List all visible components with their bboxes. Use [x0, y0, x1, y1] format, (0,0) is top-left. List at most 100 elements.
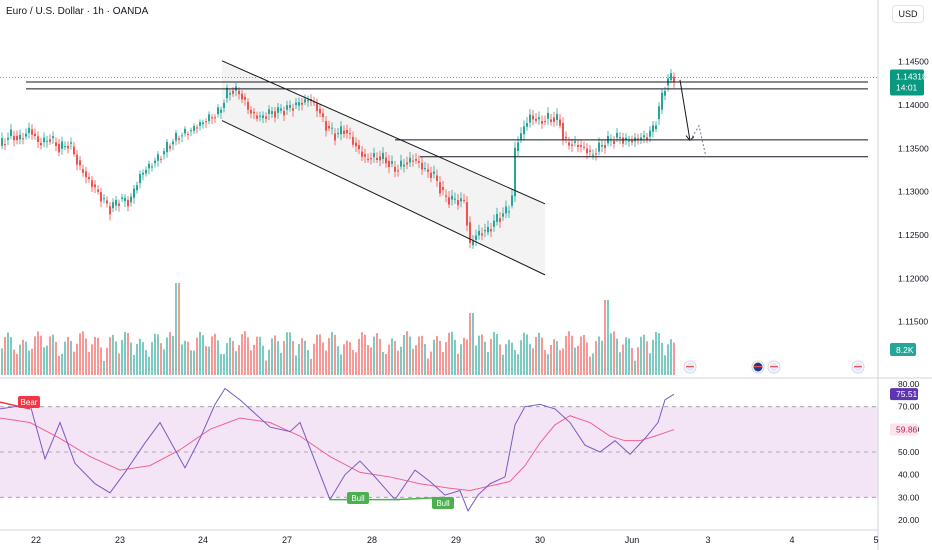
volume-badge	[890, 343, 916, 356]
candle-body	[313, 101, 315, 103]
flag-icon[interactable]	[751, 360, 765, 374]
candle-body	[502, 213, 504, 217]
candle-body	[541, 121, 543, 124]
volume-bar	[139, 338, 141, 375]
volume-bar	[178, 283, 180, 375]
candle-body	[439, 182, 441, 194]
candle-body	[391, 161, 393, 164]
volume-bar	[151, 342, 153, 375]
volume-bar	[382, 351, 384, 375]
volume-bar	[271, 338, 273, 375]
volume-bar	[646, 341, 648, 375]
candle-body	[79, 160, 81, 166]
candle-body	[262, 115, 264, 118]
flag-icon[interactable]	[683, 360, 697, 374]
volume-bar	[283, 340, 285, 375]
volume-bar	[583, 334, 585, 375]
candle-body	[64, 146, 66, 148]
volume-bar	[430, 351, 432, 375]
candle-body	[277, 107, 279, 113]
candle-body	[649, 130, 651, 137]
volume-bar	[73, 351, 75, 375]
candle-body	[334, 133, 336, 141]
candle-body	[619, 137, 621, 139]
volume-bar	[391, 338, 393, 375]
volume-bar	[268, 349, 270, 375]
candle-body	[283, 110, 285, 116]
candle-body	[622, 137, 624, 144]
candle-body	[103, 198, 105, 200]
volume-bar	[307, 350, 309, 375]
volume-bar	[619, 352, 621, 375]
volume-bar	[229, 337, 231, 375]
flag-icon[interactable]	[767, 360, 781, 374]
candle-body	[319, 108, 321, 114]
volume-bar	[577, 345, 579, 375]
candle-body	[304, 99, 306, 103]
volume-bar	[352, 350, 354, 375]
volume-bar	[325, 350, 327, 375]
candle-body	[526, 123, 528, 127]
volume-bar	[538, 332, 540, 375]
projection-arrow-solid	[679, 79, 691, 141]
candle-body	[640, 137, 642, 140]
currency-button[interactable]: USD	[892, 5, 924, 23]
candle-body	[298, 102, 300, 106]
candle-body	[250, 109, 252, 114]
volume-bar	[547, 354, 549, 375]
candle-body	[442, 187, 444, 190]
price-tick-label: 1.14000	[898, 100, 929, 110]
candle-body	[316, 103, 318, 112]
volume-bar	[346, 340, 348, 375]
candle-body	[292, 108, 294, 111]
volume-bar	[79, 333, 81, 375]
candle-body	[424, 167, 426, 169]
candle-body	[160, 158, 162, 160]
time-tick-label: 22	[31, 535, 41, 545]
price-tick-label: 1.11500	[898, 317, 928, 327]
price-tick-label: 1.13000	[898, 187, 929, 197]
candle-body	[493, 220, 495, 227]
volume-bar	[649, 353, 651, 375]
volume-bar	[19, 344, 21, 375]
volume-bar	[628, 338, 630, 375]
candle-body	[181, 135, 183, 137]
volume-bar	[502, 354, 504, 375]
volume-bar	[562, 348, 564, 375]
volume-bar	[568, 331, 570, 375]
volume-bar	[436, 335, 438, 375]
time-tick-label: 23	[115, 535, 125, 545]
candle-body	[76, 154, 78, 165]
volume-bar	[466, 339, 468, 375]
rsi-tick-label: 40.00	[898, 470, 920, 480]
volume-bar	[484, 341, 486, 375]
flag-icon[interactable]	[851, 360, 865, 374]
bear-label: Bear	[21, 398, 38, 407]
candle-body	[400, 160, 402, 167]
volume-bar	[505, 344, 507, 375]
volume-bar	[424, 343, 426, 375]
candle-body	[169, 146, 171, 149]
candle-body	[52, 136, 54, 139]
candle-body	[538, 117, 540, 120]
current-price-label: 1.14318	[896, 71, 927, 81]
volume-bar	[511, 342, 513, 375]
volume-bar	[343, 344, 345, 375]
candle-body	[598, 142, 600, 152]
volume-bar	[1, 348, 3, 375]
volume-bar	[136, 343, 138, 375]
candle-body	[664, 91, 666, 96]
volume-bar	[106, 347, 108, 375]
candle-body	[379, 156, 381, 161]
candle-body	[376, 157, 378, 160]
candle-body	[109, 206, 111, 215]
volume-bar	[22, 339, 24, 375]
time-tick-label: 30	[535, 535, 545, 545]
volume-bar	[658, 333, 660, 375]
time-tick-label: 5	[873, 535, 878, 545]
volume-bar	[367, 345, 369, 375]
price-tick-label: 1.12000	[898, 273, 929, 283]
candle-body	[481, 233, 483, 236]
candle-body	[586, 148, 588, 154]
